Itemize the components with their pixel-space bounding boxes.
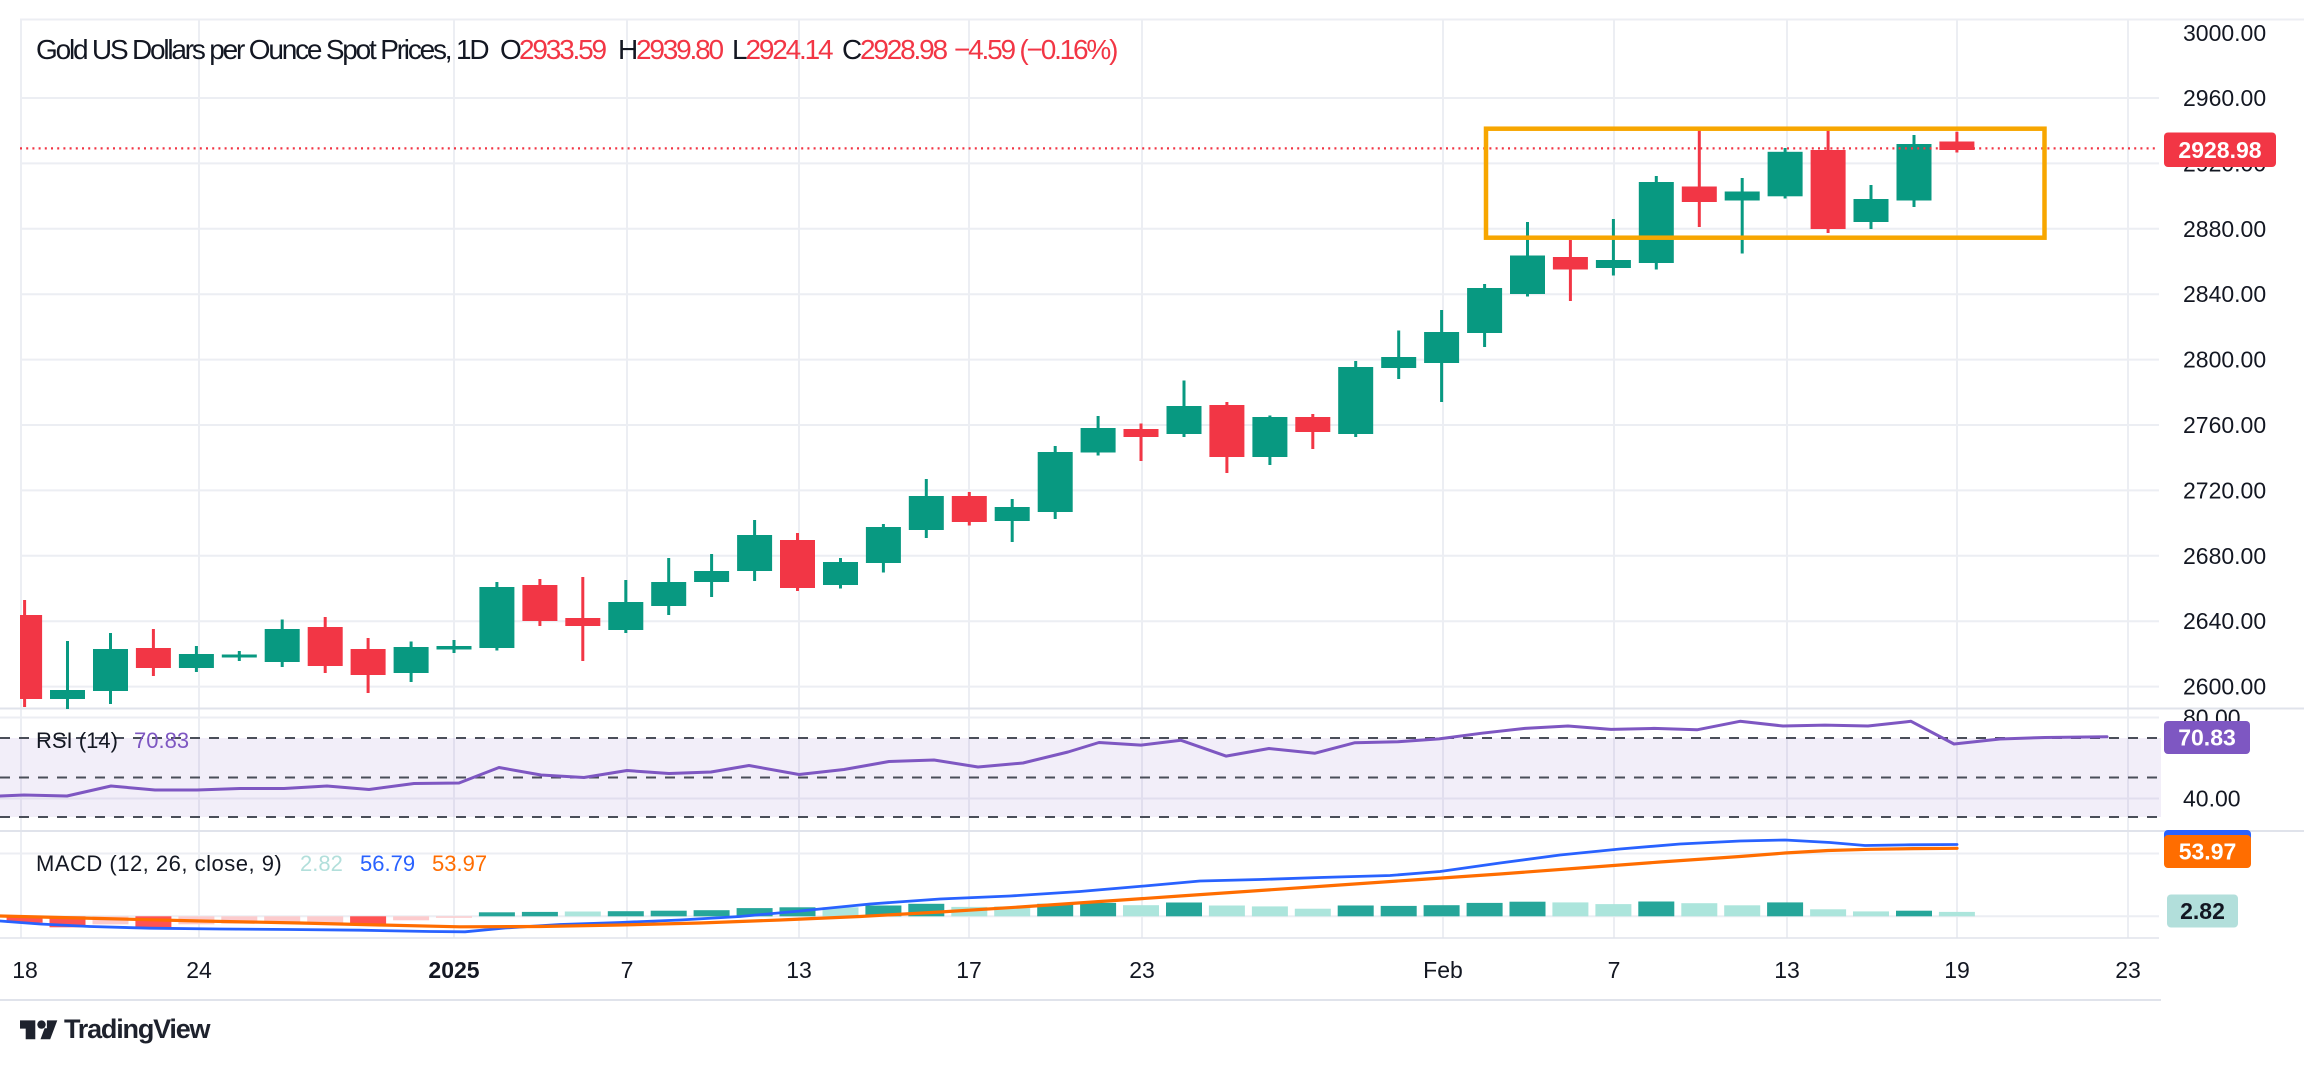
svg-text:7: 7 bbox=[1608, 957, 1621, 983]
svg-text:3000.00: 3000.00 bbox=[2183, 20, 2266, 46]
svg-text:56.79: 56.79 bbox=[360, 851, 415, 876]
svg-text:2924.14: 2924.14 bbox=[746, 34, 833, 65]
svg-text:TradingView: TradingView bbox=[64, 1014, 212, 1044]
svg-text:70.83: 70.83 bbox=[2178, 725, 2236, 751]
svg-text:2760.00: 2760.00 bbox=[2183, 412, 2266, 438]
svg-text:53.97: 53.97 bbox=[2179, 839, 2237, 865]
svg-text:2600.00: 2600.00 bbox=[2183, 674, 2266, 700]
svg-text:O: O bbox=[500, 34, 521, 65]
svg-text:24: 24 bbox=[186, 957, 212, 983]
svg-text:2939.80: 2939.80 bbox=[636, 34, 723, 65]
svg-text:18: 18 bbox=[12, 957, 38, 983]
svg-text:H: H bbox=[618, 34, 636, 65]
svg-text:−4.59 (−0.16%): −4.59 (−0.16%) bbox=[954, 34, 1117, 65]
svg-text:2928.98: 2928.98 bbox=[2178, 137, 2261, 163]
svg-text:19: 19 bbox=[1944, 957, 1970, 983]
svg-text:Gold US Dollars per Ounce Spot: Gold US Dollars per Ounce Spot Prices, 1… bbox=[36, 34, 488, 65]
svg-text:70.83: 70.83 bbox=[134, 728, 189, 753]
svg-text:2.82: 2.82 bbox=[2180, 898, 2225, 924]
svg-text:7: 7 bbox=[621, 957, 634, 983]
svg-text:MACD (12, 26, close, 9): MACD (12, 26, close, 9) bbox=[36, 851, 282, 876]
svg-text:2840.00: 2840.00 bbox=[2183, 281, 2266, 307]
svg-text:C: C bbox=[842, 34, 862, 65]
svg-text:2025: 2025 bbox=[428, 957, 479, 983]
svg-text:23: 23 bbox=[1129, 957, 1155, 983]
svg-text:2.82: 2.82 bbox=[300, 851, 343, 876]
svg-text:2800.00: 2800.00 bbox=[2183, 347, 2266, 373]
svg-text:2960.00: 2960.00 bbox=[2183, 85, 2266, 111]
svg-text:2933.59: 2933.59 bbox=[519, 34, 606, 65]
svg-text:Feb: Feb bbox=[1423, 957, 1463, 983]
svg-text:2880.00: 2880.00 bbox=[2183, 216, 2266, 242]
svg-text:2928.98: 2928.98 bbox=[860, 34, 947, 65]
svg-text:40.00: 40.00 bbox=[2183, 786, 2241, 812]
svg-text:L: L bbox=[732, 34, 747, 65]
svg-text:2680.00: 2680.00 bbox=[2183, 543, 2266, 569]
svg-text:17: 17 bbox=[956, 957, 982, 983]
svg-text:RSI (14): RSI (14) bbox=[36, 728, 118, 753]
svg-text:2640.00: 2640.00 bbox=[2183, 608, 2266, 634]
svg-text:2720.00: 2720.00 bbox=[2183, 477, 2266, 503]
svg-text:23: 23 bbox=[2115, 957, 2141, 983]
svg-text:13: 13 bbox=[786, 957, 812, 983]
svg-text:53.97: 53.97 bbox=[432, 851, 487, 876]
svg-text:13: 13 bbox=[1774, 957, 1800, 983]
